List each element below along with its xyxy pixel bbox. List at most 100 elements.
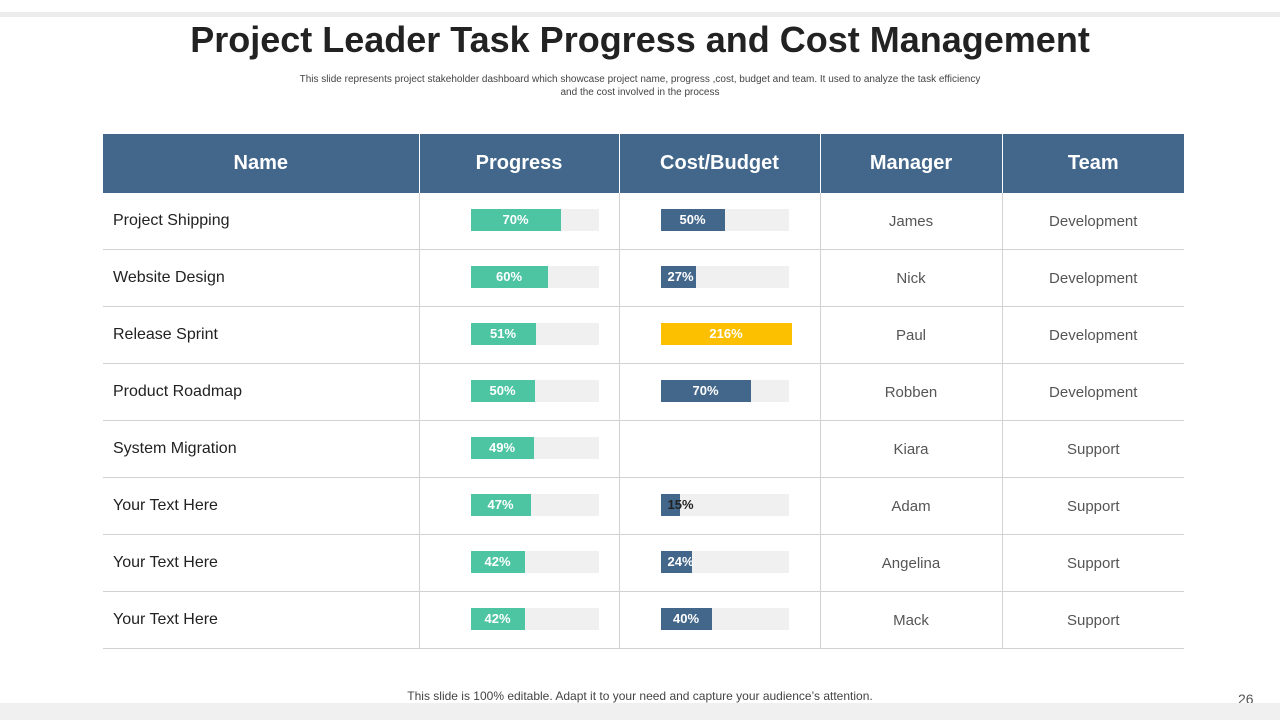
manager-name: Nick: [819, 249, 1002, 307]
progress-label: 51%: [489, 326, 517, 341]
team-name: Support: [1001, 534, 1184, 592]
cost-bar: [660, 608, 712, 630]
cost-bar: [660, 266, 696, 288]
footer-note: This slide is 100% editable. Adapt it to…: [407, 689, 873, 703]
progress-cell: 60%: [418, 249, 619, 307]
project-name: Your Text Here: [103, 477, 419, 535]
manager-name: James: [819, 193, 1002, 250]
manager-name: Adam: [819, 477, 1002, 535]
cost-track: 70%: [660, 380, 789, 402]
cost-cell: 216%: [618, 306, 820, 364]
cost-label: 40%: [672, 611, 700, 626]
manager-name: Paul: [819, 306, 1002, 364]
cost-track: 50%: [660, 209, 789, 231]
header-cost-budget: Cost/Budget: [618, 134, 820, 193]
cost-label: 70%: [692, 383, 719, 398]
header-progress: Progress: [418, 134, 619, 193]
progress-bar: [470, 551, 525, 573]
team-name: Support: [1001, 477, 1184, 535]
project-name: System Migration: [103, 420, 419, 478]
progress-label: 60%: [495, 269, 523, 284]
project-name: Product Roadmap: [103, 363, 419, 421]
table-row: Your Text Here 42% 24% Angelina Support: [103, 534, 1184, 592]
cost-label: 216%: [709, 326, 743, 341]
table-row: System Migration 49% Kiara Support: [103, 420, 1184, 478]
progress-bar: [470, 494, 531, 516]
cost-label: 50%: [679, 212, 706, 227]
cost-bar: [660, 380, 751, 402]
project-name: Release Sprint: [103, 306, 419, 364]
project-table: Name Progress Cost/Budget Manager Team P…: [103, 134, 1184, 649]
progress-track: 60%: [470, 266, 599, 288]
cost-label: 27%: [667, 269, 694, 284]
progress-cell: 51%: [418, 306, 619, 364]
progress-track: 50%: [470, 380, 599, 402]
progress-cell: 42%: [418, 534, 619, 592]
project-name: Your Text Here: [103, 534, 419, 592]
cost-bar: [660, 323, 792, 345]
team-name: Support: [1001, 591, 1184, 649]
project-name: Your Text Here: [103, 591, 419, 649]
team-name: Development: [1001, 193, 1184, 250]
progress-label: 42%: [484, 611, 511, 626]
cost-bar: [660, 551, 692, 573]
project-name: Website Design: [103, 249, 419, 307]
progress-bar: [470, 437, 534, 459]
progress-label: 50%: [489, 383, 516, 398]
progress-cell: 47%: [418, 477, 619, 535]
cost-cell: 27%: [618, 249, 820, 307]
cost-track: 24%: [660, 551, 789, 573]
progress-bar: [470, 608, 525, 630]
header-manager: Manager: [819, 134, 1002, 193]
bottom-strip: [0, 703, 1280, 720]
progress-label: 49%: [488, 440, 516, 455]
cost-cell: 15%: [618, 477, 820, 535]
cost-track: 216%: [660, 323, 792, 345]
table-row: Your Text Here 47% 15% Adam Support: [103, 477, 1184, 535]
team-name: Development: [1001, 306, 1184, 364]
progress-cell: 49%: [418, 420, 619, 478]
team-name: Development: [1001, 363, 1184, 421]
progress-cell: 50%: [418, 363, 619, 421]
table-row: Project Shipping 70% 50% James Development: [103, 193, 1184, 250]
progress-bar: [470, 266, 548, 288]
cost-cell: [618, 420, 820, 478]
progress-track: 49%: [470, 437, 599, 459]
header-name: Name: [103, 134, 419, 193]
top-strip: [0, 12, 1280, 17]
progress-cell: 42%: [418, 591, 619, 649]
progress-bar: [470, 209, 561, 231]
cost-track: 27%: [660, 266, 789, 288]
table-row: Your Text Here 42% 40% Mack Support: [103, 591, 1184, 649]
progress-track: 51%: [470, 323, 599, 345]
progress-bar: [470, 380, 535, 402]
progress-label: 47%: [487, 497, 514, 512]
cost-cell: 40%: [618, 591, 820, 649]
manager-name: Kiara: [819, 420, 1002, 478]
manager-name: Angelina: [819, 534, 1002, 592]
cost-track: 15%: [660, 494, 789, 516]
table-row: Release Sprint 51% 216% Paul Development: [103, 306, 1184, 364]
progress-label: 70%: [502, 212, 529, 227]
cost-cell: 50%: [618, 193, 820, 250]
table-row: Product Roadmap 50% 70% Robben Development: [103, 363, 1184, 421]
cost-cell: 24%: [618, 534, 820, 592]
manager-name: Robben: [819, 363, 1002, 421]
project-name: Project Shipping: [103, 193, 419, 250]
manager-name: Mack: [819, 591, 1002, 649]
progress-bar: [470, 323, 536, 345]
cost-bar: [660, 209, 725, 231]
cost-label: 24%: [667, 554, 694, 569]
progress-cell: 70%: [418, 193, 619, 250]
progress-track: 70%: [470, 209, 599, 231]
team-name: Support: [1001, 420, 1184, 478]
header-row: Name Progress Cost/Budget Manager Team: [103, 134, 1184, 193]
cost-bar: [660, 494, 680, 516]
header-team: Team: [1001, 134, 1184, 193]
table-row: Website Design 60% 27% Nick Development: [103, 249, 1184, 307]
team-name: Development: [1001, 249, 1184, 307]
progress-label: 42%: [484, 554, 511, 569]
table-body: Project Shipping 70% 50% James Development We…: [103, 193, 1184, 649]
slide-title: Project Leader Task Progress and Cost Ma…: [190, 19, 1090, 60]
slide-subtitle: This slide represents project stakeholde…: [299, 74, 981, 98]
